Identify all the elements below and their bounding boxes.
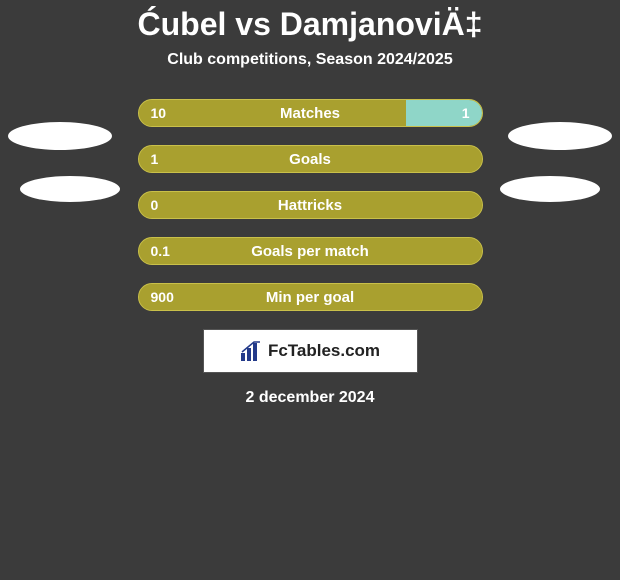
stat-row: Goals per match0.1 (0, 237, 620, 265)
stat-value-left: 0.1 (151, 243, 170, 259)
stat-bar: Goals1 (138, 145, 483, 173)
page-title: Ćubel vs DamjanoviÄ‡ (0, 0, 620, 43)
stat-label: Goals (139, 151, 482, 168)
stat-bar: Matches10 1 (138, 99, 483, 127)
stat-row: Matches10 1 (0, 99, 620, 127)
stat-value-right: 1 (462, 105, 470, 121)
stat-value-left: 900 (151, 289, 174, 305)
stat-value-left: 1 (151, 151, 159, 167)
logo-box: FcTables.com (203, 329, 418, 373)
bar-chart-icon (240, 341, 262, 361)
date-text: 2 december 2024 (0, 389, 620, 407)
placeholder-oval (508, 122, 612, 150)
stat-row: Goals1 (0, 145, 620, 173)
stat-label: Hattricks (139, 197, 482, 214)
placeholder-oval (500, 176, 600, 202)
placeholder-oval (8, 122, 112, 150)
stat-label: Goals per match (139, 243, 482, 260)
stat-value-left: 10 (151, 105, 167, 121)
comparison-infographic: Ćubel vs DamjanoviÄ‡ Club competitions, … (0, 0, 620, 580)
logo-text: FcTables.com (268, 341, 380, 361)
stat-row: Min per goal900 (0, 283, 620, 311)
page-subtitle: Club competitions, Season 2024/2025 (0, 51, 620, 69)
stat-label: Matches (139, 105, 482, 122)
stat-value-left: 0 (151, 197, 159, 213)
stat-bar: Hattricks0 (138, 191, 483, 219)
stat-bar: Min per goal900 (138, 283, 483, 311)
placeholder-oval (20, 176, 120, 202)
stat-bar: Goals per match0.1 (138, 237, 483, 265)
stat-label: Min per goal (139, 289, 482, 306)
